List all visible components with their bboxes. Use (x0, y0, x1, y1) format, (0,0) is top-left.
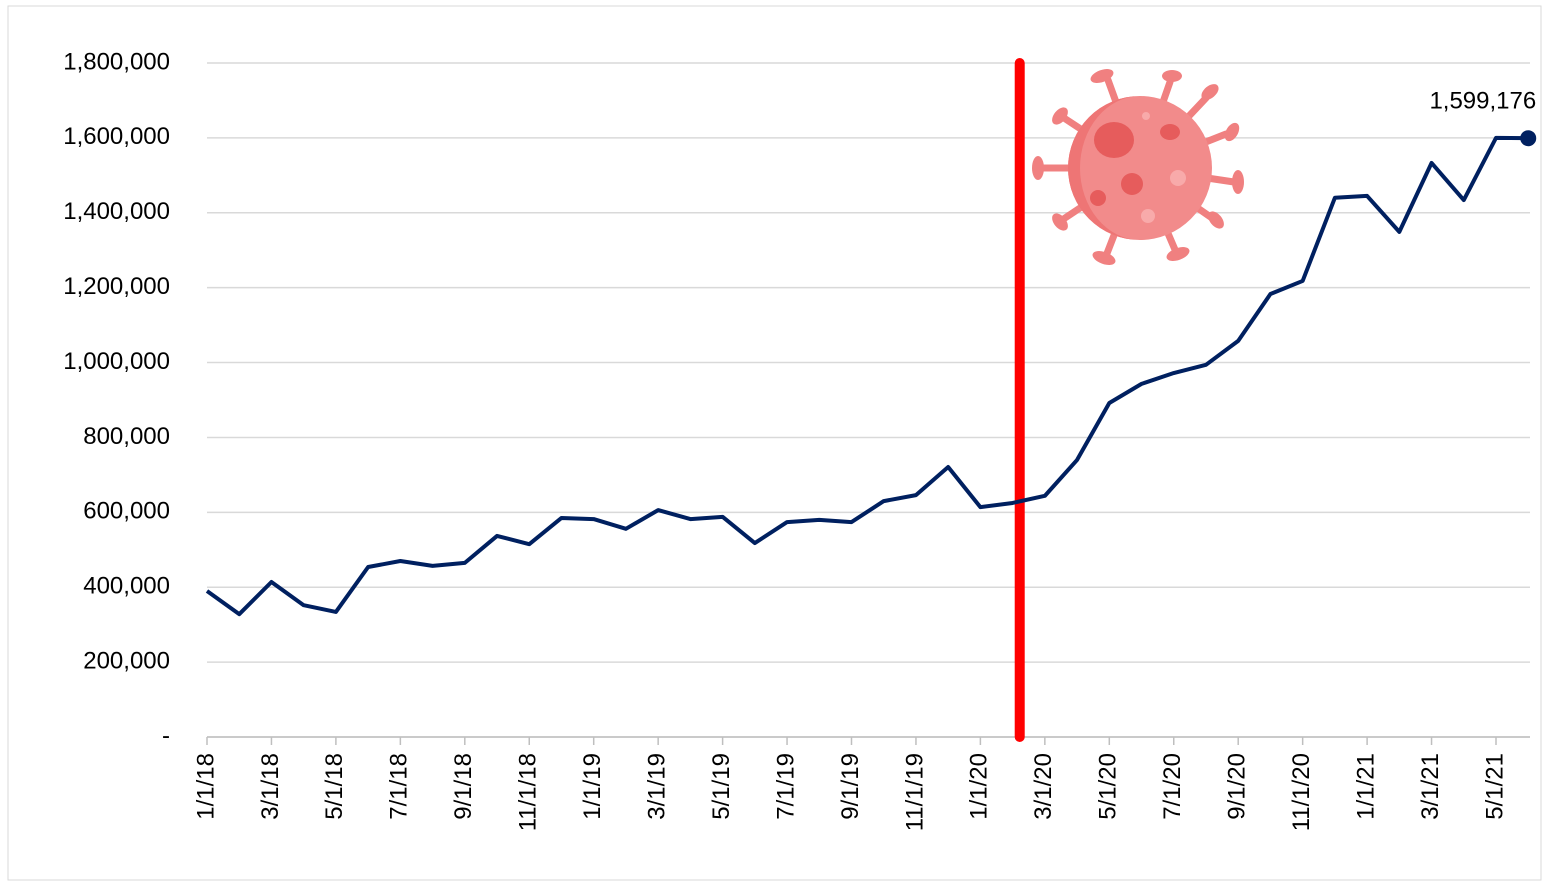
data-label: 1,599,176 (1429, 88, 1536, 115)
y-tick-label: 200,000 (83, 647, 170, 674)
x-tick-label: 11/1/19 (901, 753, 928, 831)
x-tick-label: 3/1/19 (643, 753, 670, 820)
x-tick-label: 11/1/20 (1288, 753, 1315, 831)
end-marker (1520, 130, 1537, 147)
x-tick-label: 1/1/20 (966, 753, 993, 820)
x-tick-label: 3/1/18 (257, 753, 284, 820)
x-tick-label: 5/1/21 (1481, 753, 1508, 820)
chart-border (7, 5, 1542, 881)
y-tick-label: 600,000 (83, 498, 170, 525)
line-series (205, 135, 1529, 617)
x-tick-label: 5/1/19 (708, 753, 735, 820)
x-tick-label: 7/1/18 (386, 753, 413, 820)
y-tick-label: 1,400,000 (63, 198, 170, 225)
x-tick-label: 3/1/21 (1417, 753, 1444, 820)
y-tick-label: 1,800,000 (63, 48, 170, 75)
x-tick-label: 7/1/20 (1159, 753, 1186, 820)
x-tick-label: 5/1/20 (1095, 753, 1122, 820)
x-tick-label: 9/1/18 (450, 753, 477, 820)
x-tick-label: 9/1/19 (837, 753, 864, 820)
x-tick-label: 5/1/18 (321, 753, 348, 820)
x-tick-label: 1/1/19 (579, 753, 606, 820)
x-tick-label: 1/1/21 (1352, 753, 1379, 820)
y-tick-label: 400,000 (83, 573, 170, 600)
virus-icon (1032, 69, 1244, 265)
y-tick-label: 1,600,000 (63, 123, 170, 150)
y-tick-label: 800,000 (83, 423, 170, 450)
y-tick-label: 1,000,000 (63, 348, 170, 375)
y-tick-label: - (162, 722, 170, 749)
x-tick-label: 1/1/18 (192, 753, 219, 820)
y-tick-label: 1,200,000 (63, 273, 170, 300)
x-tick-label: 11/1/18 (515, 753, 542, 831)
x-tick-label: 7/1/19 (772, 753, 799, 820)
x-tick-label: 9/1/20 (1224, 753, 1251, 820)
x-tick-label: 3/1/20 (1030, 753, 1057, 820)
